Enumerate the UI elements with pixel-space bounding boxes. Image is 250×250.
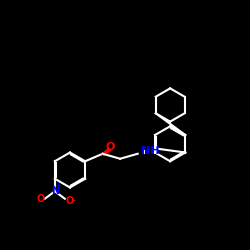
Text: +: + <box>54 181 61 190</box>
Text: O: O <box>37 194 45 204</box>
Text: N: N <box>51 186 59 196</box>
Text: O: O <box>106 142 115 152</box>
Text: O: O <box>66 196 74 206</box>
Text: -: - <box>72 195 76 205</box>
Text: NH: NH <box>141 146 160 156</box>
